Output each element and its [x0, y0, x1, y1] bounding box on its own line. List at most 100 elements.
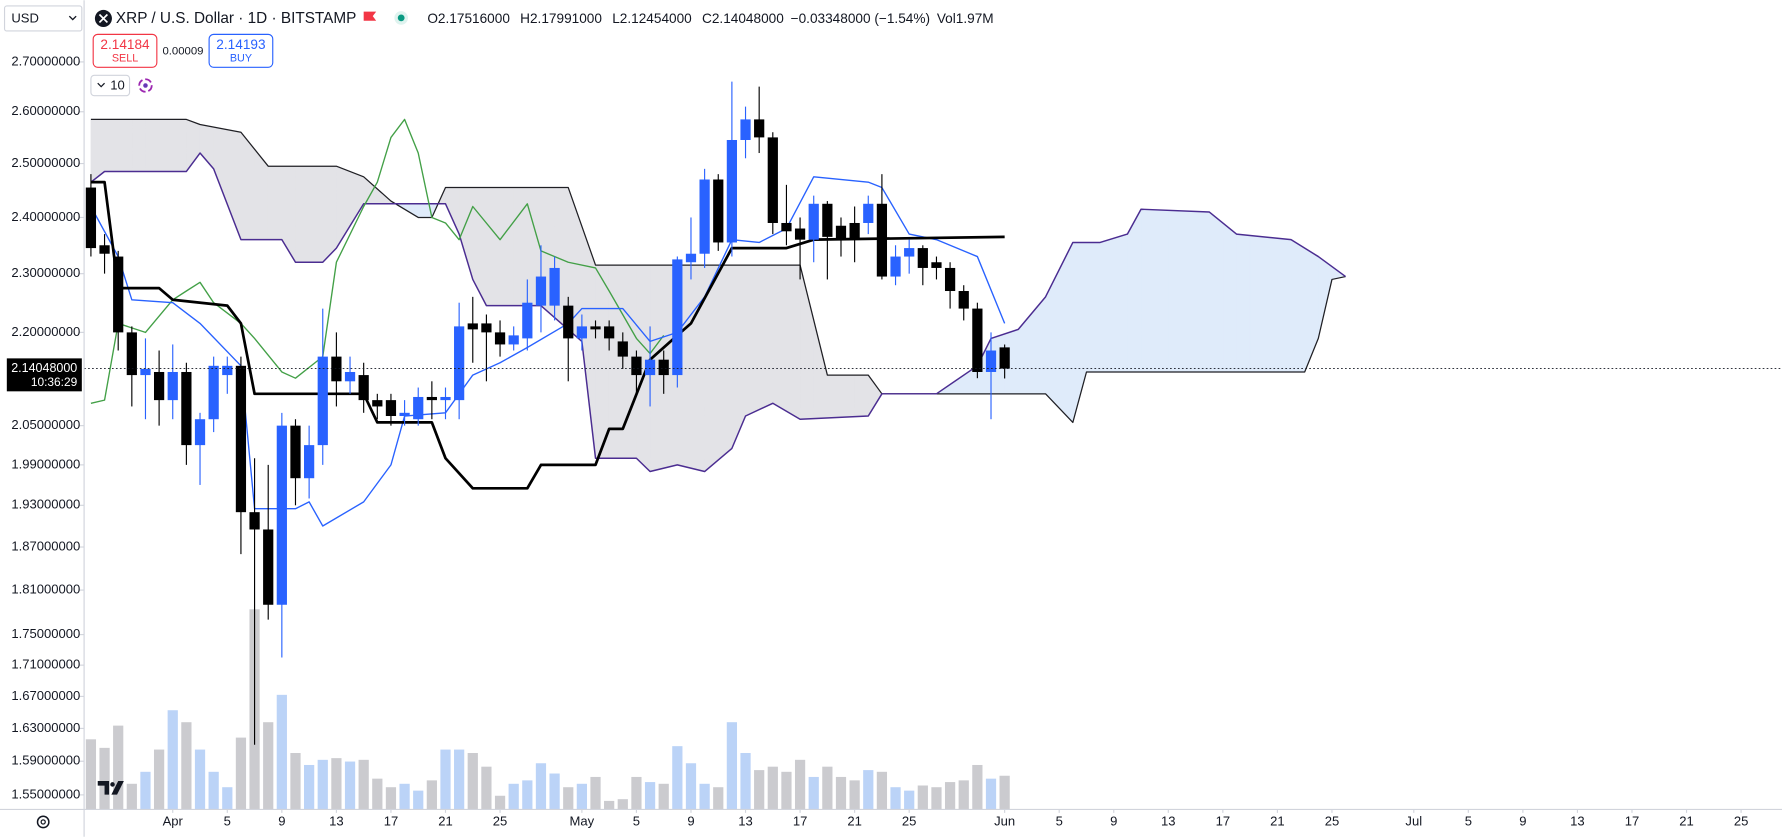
candle-body: [85, 187, 97, 249]
y-tick-label: 1.87000000: [11, 538, 80, 553]
volume-bar: [740, 752, 751, 810]
candle-body: [454, 326, 465, 401]
y-tick-label: 1.75000000: [11, 626, 80, 641]
settings-icon[interactable]: [36, 815, 50, 829]
candle-body: [399, 412, 410, 417]
candle-body: [385, 400, 397, 417]
buy-button[interactable]: 2.14193 BUY: [208, 33, 274, 68]
ohlc-key: O: [427, 11, 438, 26]
candle-body: [276, 425, 287, 605]
volume-bar: [263, 722, 274, 810]
candle-body: [849, 222, 860, 240]
ohlc-value: 2.14048000: [712, 11, 784, 26]
sell-box[interactable]: [92, 33, 158, 68]
candle-body: [290, 425, 301, 479]
flag-icon[interactable]: [363, 11, 377, 21]
volume-bar: [372, 778, 383, 810]
volume-bar: [726, 722, 738, 810]
candle-body: [113, 256, 124, 333]
volume-bar: [835, 776, 847, 810]
sync-icon[interactable]: [138, 78, 153, 93]
candle-body: [263, 529, 274, 605]
buy-price[interactable]: 2.14193: [216, 37, 265, 52]
last-price-label: 2.14048000: [11, 361, 77, 375]
volume-bar: [399, 783, 410, 810]
x-tick-label: 25: [1734, 813, 1749, 828]
volume-bar: [685, 763, 697, 810]
ohlc-key: L: [612, 11, 620, 26]
volume-value: 1.97M: [956, 11, 994, 26]
sell-label[interactable]: SELL: [112, 53, 138, 65]
volume-bar: [194, 749, 206, 810]
candle-body: [822, 203, 833, 237]
candle-body: [576, 326, 587, 339]
y-tick-label: 2.70000000: [11, 53, 80, 68]
sync-icon-dot: [143, 83, 148, 88]
volume-bar: [699, 783, 710, 810]
candle-body: [617, 341, 628, 357]
candle-body: [904, 248, 915, 257]
indicators-box[interactable]: [90, 74, 131, 97]
indicators-toggle[interactable]: 10: [90, 74, 131, 97]
candle-body: [194, 419, 206, 446]
candle-body: [685, 253, 697, 263]
span-b-line: [90, 118, 1346, 424]
sell-price[interactable]: 2.14184: [100, 37, 150, 52]
logo[interactable]: [97, 781, 124, 795]
volume-bar: [808, 776, 819, 810]
x-tick-label: 13: [329, 813, 344, 828]
x-tick-label: 25: [902, 813, 917, 828]
volume-bar: [754, 770, 765, 810]
volume-bar: [153, 749, 165, 810]
volume-bar: [208, 771, 219, 810]
status-dot: [397, 14, 405, 22]
candle-body: [358, 375, 369, 401]
candle-body: [249, 512, 260, 530]
x-tick-label: 5: [1056, 813, 1063, 828]
volume-bar: [563, 787, 574, 810]
candle-body: [631, 356, 642, 376]
candle-body: [304, 445, 315, 479]
currency-select[interactable]: USD: [3, 5, 83, 32]
buy-box[interactable]: [208, 33, 274, 68]
candle-body: [781, 222, 792, 232]
x-tick-label: 5: [224, 813, 231, 828]
y-tick-label: 1.63000000: [11, 720, 80, 735]
candle-body: [494, 332, 506, 345]
x-tick-label: 21: [438, 813, 453, 828]
indicator-count[interactable]: 10: [110, 78, 125, 93]
volume-bar: [658, 783, 669, 810]
volume-bar: [794, 759, 806, 810]
candle-body: [372, 400, 383, 407]
candle-body: [658, 359, 669, 376]
volume-bar: [617, 799, 628, 810]
candle-body: [563, 305, 574, 339]
candle-body: [740, 119, 751, 140]
x-tick-label: 17: [1216, 813, 1231, 828]
candle-body: [317, 356, 328, 446]
currency-box[interactable]: [3, 5, 83, 32]
volume-bar: [113, 725, 124, 810]
volume-bar: [235, 737, 247, 810]
volume-bar: [590, 776, 601, 810]
volume-bar: [822, 766, 833, 810]
candle-body: [713, 179, 724, 243]
sell-button[interactable]: 2.14184 SELL: [92, 33, 158, 68]
candle-body: [413, 396, 424, 420]
currency[interactable]: USD: [11, 10, 39, 25]
volume-bar: [999, 775, 1010, 810]
y-tick-label: 1.81000000: [11, 582, 80, 597]
volume-bar: [849, 780, 860, 810]
chevron: [97, 82, 105, 88]
volume-bar: [85, 739, 97, 810]
x-tick-label: 17: [384, 813, 399, 828]
ohlc-value: 2.17991000: [530, 11, 602, 26]
x-tick-label: 13: [1161, 813, 1176, 828]
volume-bar: [549, 773, 560, 810]
candle-body: [440, 396, 451, 401]
buy-label[interactable]: BUY: [230, 53, 252, 65]
ohlc-key: H: [520, 11, 530, 26]
volume-bar: [931, 787, 942, 810]
candle-body: [153, 371, 165, 401]
